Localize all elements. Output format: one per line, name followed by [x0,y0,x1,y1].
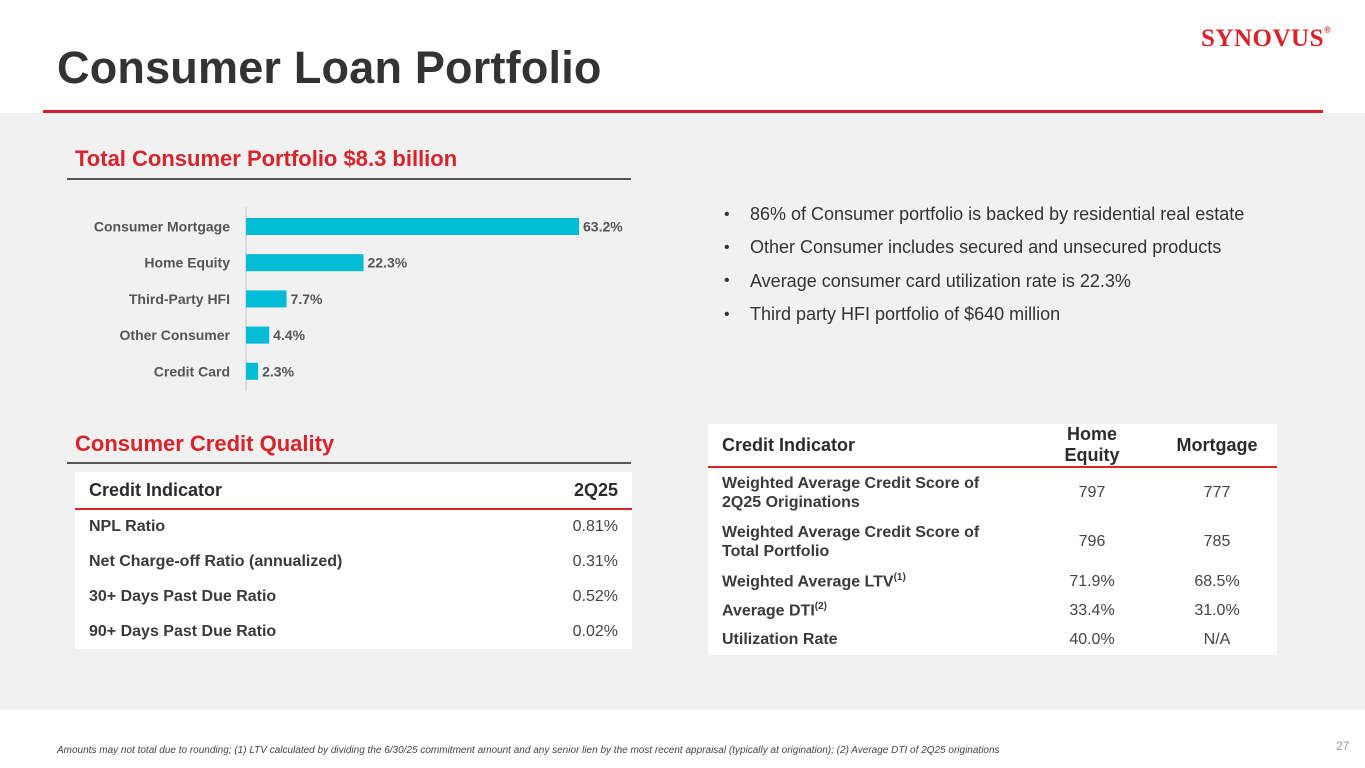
logo-wordmark: Synovus [1201,25,1324,52]
row-label: Weighted Average Credit Score of 2Q25 Or… [708,467,1027,517]
page-number: 27 [1336,739,1350,753]
table-header-row: Credit Indicator Home Equity Mortgage [708,424,1277,468]
bullet-dot-icon: • [724,238,730,256]
row-value: 0.31% [572,552,618,570]
data-label: 63.2% [583,219,623,235]
header-band [0,0,1365,113]
data-label: 2.3% [262,363,294,379]
bullet-text: Third party HFI portfolio of $640 millio… [750,304,1061,325]
bullet-text: 86% of Consumer portfolio is backed by r… [750,204,1245,225]
portfolio-bar-chart: Consumer Mortgage 63.2% Home Equity 22.3% Th… [60,205,660,395]
category-label: Home Equity [144,255,230,271]
title-divider [43,110,1323,113]
data-label: 4.4% [273,327,305,343]
data-label: 7.7% [291,291,323,307]
footnote-ref: (1) [893,571,906,583]
table-row: Weighted Average LTV(1) 71.9% 68.5% [708,567,1277,596]
home-equity-value: 797 [1078,483,1106,501]
table-row: Utilization Rate 40.0% N/A [708,625,1277,655]
table-row: Weighted Average Credit Score of 2Q25 Or… [708,467,1277,517]
category-label: Other Consumer [120,327,231,343]
mortgage-value: N/A [1203,631,1231,648]
row-value: 0.52% [572,587,618,605]
row-label-text: Utilization Rate [722,631,838,648]
footer-band [0,710,1365,768]
portfolio-chart-svg: Consumer Mortgage 63.2% Home Equity 22.3% Th… [94,207,623,391]
mortgage-value: 777 [1203,483,1231,501]
table-row: Weighted Average Credit Score of Total P… [708,517,1277,567]
row-label: Weighted Average LTV(1) [708,567,1027,596]
portfolio-section-title: Total Consumer Portfolio $8.3 billion [75,146,458,171]
bar [246,362,259,380]
credit-quality-section-divider [67,462,631,464]
footnote-ref: (2) [814,600,828,612]
column-header-2q25: 2Q25 [516,472,632,510]
row-label: Weighted Average Credit Score of Total P… [708,517,1027,567]
category-label: Consumer Mortgage [94,219,230,235]
bullet-text: Other Consumer includes secured and unse… [750,237,1222,258]
bar [246,218,579,235]
row-label-text: Weighted Average Credit Score of Total P… [722,524,980,560]
column-header-mortgage: Mortgage [1157,424,1277,468]
synovus-logo: Synovus® [1201,25,1332,52]
bullet-dot-icon: • [724,305,730,323]
table-row: Average DTI(2) 33.4% 31.0% [708,596,1277,625]
column-header-indicator: Credit Indicator [75,472,517,510]
credit-quality-table: Credit Indicator 2Q25 NPL Ratio 0.81% Ne… [75,472,632,649]
bar [246,326,270,344]
row-label: 30+ Days Past Due Ratio [89,587,277,605]
row-label-text: Average DTI [722,602,815,620]
row-label-text: Weighted Average Credit Score of 2Q25 Or… [722,474,980,511]
bullet-item: • 86% of Consumer portfolio is backed by … [724,198,1244,231]
bullet-text: Average consumer card utilization rate i… [750,270,1131,291]
bullet-item: • Average consumer card utilization rate … [724,265,1244,298]
row-label: Net Charge-off Ratio (annualized) [89,552,343,570]
credit-quality-section-title: Consumer Credit Quality [75,431,335,456]
home-equity-value: 71.9% [1069,572,1115,590]
home-equity-value: 40.0% [1069,631,1115,648]
home-equity-value: 796 [1078,533,1106,550]
footnote: Amounts may not total due to rounding; (… [57,745,1000,756]
bullet-dot-icon: • [724,205,730,223]
table-row: 30+ Days Past Due Ratio 0.52% [75,579,632,614]
page-title: Consumer Loan Portfolio [57,42,602,93]
home-equity-value: 33.4% [1069,601,1115,619]
column-header-indicator: Credit Indicator [708,424,1027,468]
bar [246,290,287,308]
column-header-home-equity: Home Equity [1027,424,1157,468]
mortgage-value: 785 [1203,533,1231,550]
row-label: Utilization Rate [708,625,1027,655]
bullet-item: • Other Consumer includes secured and uns… [724,231,1244,264]
mortgage-value: 31.0% [1194,601,1240,619]
category-label: Credit Card [154,363,230,379]
data-label: 22.3% [367,255,407,271]
table-row: NPL Ratio 0.81% [75,509,632,544]
table-row: Net Charge-off Ratio (annualized) 0.31% [75,544,632,579]
mortgage-value: 68.5% [1194,572,1240,590]
row-label-text: Weighted Average LTV [722,573,894,591]
portfolio-section-divider [67,178,631,180]
row-value: 0.02% [572,622,618,640]
row-label: Average DTI(2) [708,596,1027,625]
bullet-dot-icon: • [724,272,730,290]
table-row: 90+ Days Past Due Ratio 0.02% [75,614,632,649]
bar [246,254,364,272]
row-label: NPL Ratio [89,518,166,535]
table-header-row: Credit Indicator 2Q25 [75,472,632,510]
category-label: Third-Party HFI [129,291,230,307]
row-label: 90+ Days Past Due Ratio [89,622,277,640]
bullet-item: • Third party HFI portfolio of $640 milli… [724,298,1244,331]
portfolio-bullets: • 86% of Consumer portfolio is backed by … [724,198,1244,331]
credit-indicator-table: Credit Indicator Home Equity Mortgage We… [708,424,1277,655]
row-value: 0.81% [572,518,618,535]
